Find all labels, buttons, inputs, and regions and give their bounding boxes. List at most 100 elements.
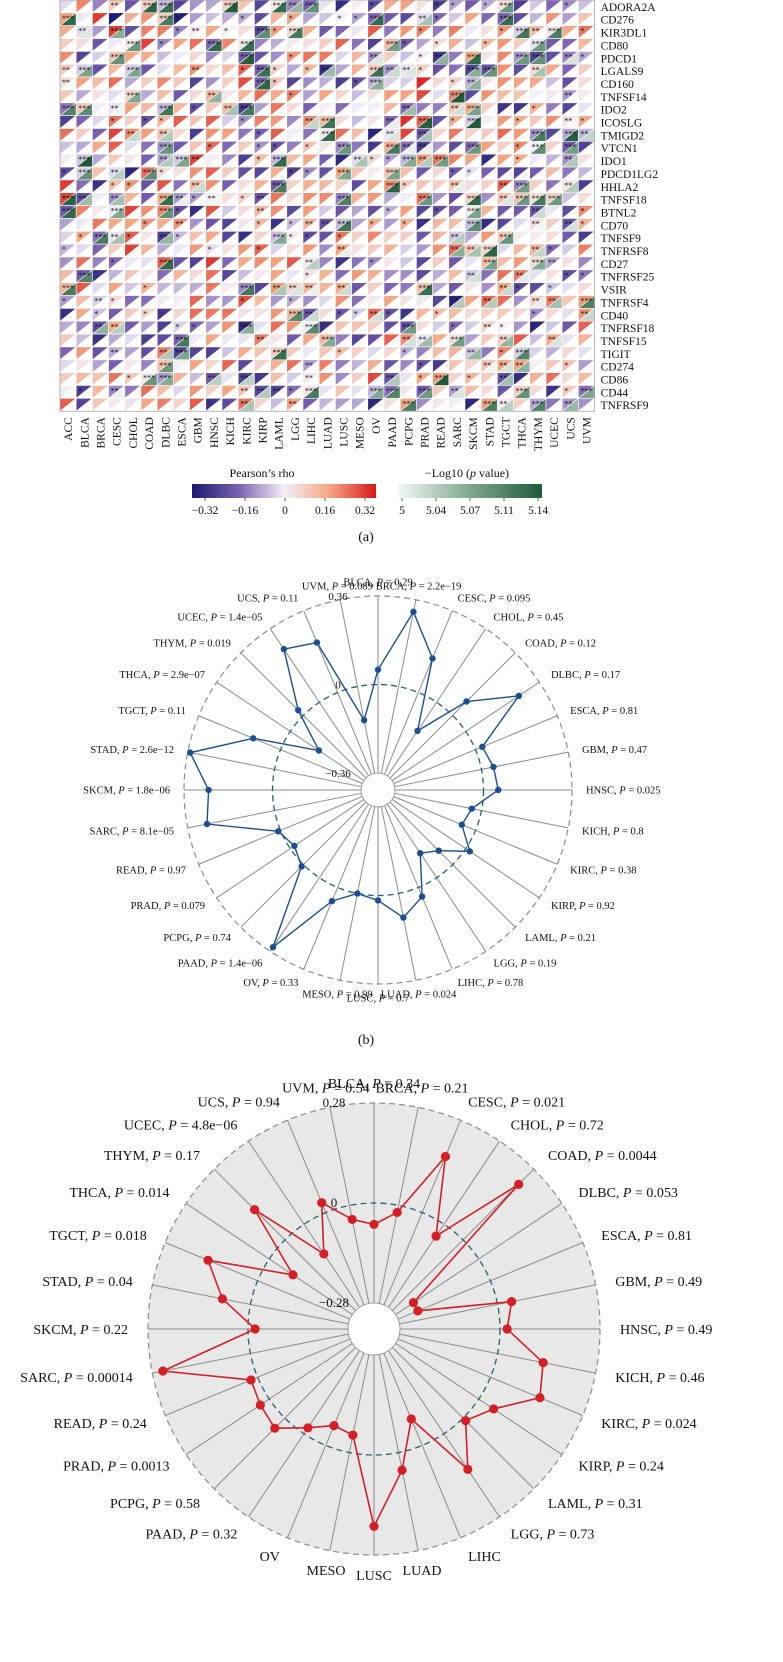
radar-category-label: KIRC, P = 0.024 [601,1417,696,1432]
significance-mark: * [273,27,277,36]
radar-category-label: OV, P = 0.33 [243,978,298,989]
significance-mark: * [386,207,390,216]
radar-point [495,786,502,794]
significance-mark: *** [370,78,382,87]
significance-mark: * [175,232,179,241]
significance-mark: ** [305,117,313,126]
significance-mark: *** [483,245,495,254]
significance-mark: ** [159,130,167,139]
radar-point [255,1400,265,1410]
radar-point [410,608,417,615]
significance-mark: *** [62,14,74,23]
radar-category-label: READ, P = 0.24 [54,1417,147,1432]
significance-mark: *** [321,335,333,344]
radar-category-label: UCEC, P = 4.8e−06 [124,1118,237,1133]
significance-mark: *** [159,14,171,23]
radar-point [158,1366,168,1376]
significance-mark: ** [499,335,507,344]
radar-category-label: THCA, P = 0.014 [69,1186,169,1201]
significance-mark: ** [564,219,572,228]
significance-mark: ** [224,104,232,113]
significance-mark: ** [256,335,264,344]
significance-mark: * [127,181,131,190]
significance-mark: ** [175,219,183,228]
radar-point [435,847,442,854]
significance-mark: *** [256,65,268,74]
radar-spoke [389,652,516,779]
radar-point [417,849,424,857]
cancer-label: TGCT [501,417,513,447]
radar-spoke [329,1107,370,1304]
significance-mark: *** [62,194,74,203]
significance-mark: *** [467,142,479,151]
significance-mark: * [532,104,536,113]
radar-point [515,692,523,700]
significance-mark: * [435,1,439,10]
radar-point [538,1358,548,1368]
gene-label: TNFSF9 [601,233,642,245]
radar-point [400,914,407,921]
gene-label: CD44 [601,387,629,399]
significance-mark: * [467,374,471,383]
radar-category-label: GBM, P = 0.49 [615,1275,702,1290]
significance-mark: ** [337,284,345,293]
significance-mark: ** [256,387,264,396]
significance-mark: *** [418,387,430,396]
significance-mark: ** [78,27,86,36]
significance-mark: * [175,14,179,23]
significance-mark: * [127,232,131,241]
legend-rho-bar [192,484,376,498]
radar-point [205,786,212,794]
significance-mark: * [305,142,309,151]
radar-spoke [248,1140,360,1308]
radar-category-label: THYM, P = 0.17 [104,1149,200,1164]
cancer-label: MESO [355,417,367,449]
significance-mark: * [143,117,147,126]
radar-point [354,890,361,897]
legend-rho-tick-label: 0 [282,505,288,517]
significance-mark: ** [273,387,281,396]
significance-mark: ** [321,219,329,228]
radar-category-label: SKCM, P = 0.22 [33,1323,128,1338]
radar-point [466,848,474,855]
cancer-label: SARC [452,417,464,447]
significance-mark: *** [273,1,285,10]
radar-point [468,805,476,812]
radar-category-label: KIRC, P = 0.38 [570,865,636,876]
significance-mark: * [289,168,293,177]
significance-mark: * [337,309,341,318]
significance-mark: * [111,117,115,126]
significance-mark: ** [548,297,556,306]
radar-zero-ring [247,1202,501,1456]
radar-point [369,1219,379,1230]
significance-mark: ** [418,335,426,344]
gene-label: TNFRSF25 [601,272,655,284]
cancer-label: HNSC [209,417,221,448]
significance-mark: ** [532,207,540,216]
significance-mark: ** [418,142,426,151]
significance-mark: * [451,117,455,126]
radar-category-label: PCPG, P = 0.58 [110,1497,200,1512]
radar-point [418,893,426,900]
significance-mark: ** [483,297,491,306]
significance-mark: * [240,117,244,126]
radar-point [440,1151,451,1162]
significance-mark: *** [451,91,463,100]
radar-ring-label: 0.36 [328,591,348,603]
significance-mark: * [548,245,552,254]
significance-mark: ** [386,117,394,126]
significance-mark: *** [78,65,90,74]
significance-mark: * [289,297,293,306]
significance-mark: * [418,27,422,36]
radar-point [250,735,257,742]
significance-mark: * [337,348,341,357]
significance-mark: ** [111,387,119,396]
radar-point [374,897,382,904]
significance-mark: * [240,297,244,306]
significance-mark: ** [321,65,329,74]
radar-category-label: BLCA, P = 0.34 [328,1077,420,1092]
gene-label: PDCD1LG2 [601,169,659,181]
gene-label: PDCD1 [601,53,638,65]
radar-outer-ring [147,1102,601,1556]
